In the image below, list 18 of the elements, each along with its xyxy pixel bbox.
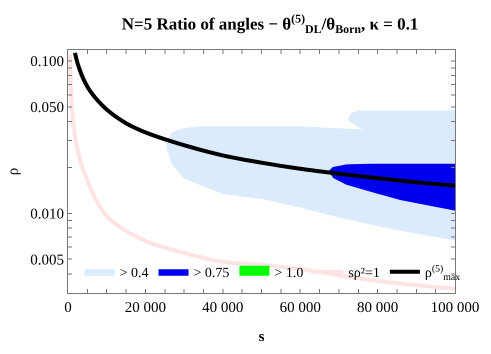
x-tick-label: 0	[64, 300, 72, 316]
legend-label: > 1.0	[274, 266, 304, 282]
x-tick-label: 20 000	[124, 300, 166, 316]
y-tick-label: 0.005	[30, 252, 64, 268]
legend-label: > 0.4	[120, 266, 149, 282]
chart-title: N=5 Ratio of angles − θ$^{(5)}$$_{DL}$/θ$_{Born}$, κ = 0.1	[122, 11, 418, 36]
y-axis-title: ρ	[6, 168, 22, 176]
x-tick-label: 80 000	[356, 300, 398, 316]
x-tick-label: 40 000	[202, 300, 244, 316]
legend-label: > 0.75	[194, 266, 230, 282]
x-tick-label: 60 000	[280, 300, 321, 316]
x-axis-title: s	[258, 329, 265, 345]
y-tick-label: 0.010	[30, 206, 64, 223]
line-series	[72, 50, 455, 188]
y-tick-label: 0.050	[30, 100, 64, 116]
x-tick-label: 100 000	[430, 300, 480, 316]
legend-label: sρ²=1	[348, 266, 380, 282]
y-tick-label: 0.100	[30, 54, 64, 70]
